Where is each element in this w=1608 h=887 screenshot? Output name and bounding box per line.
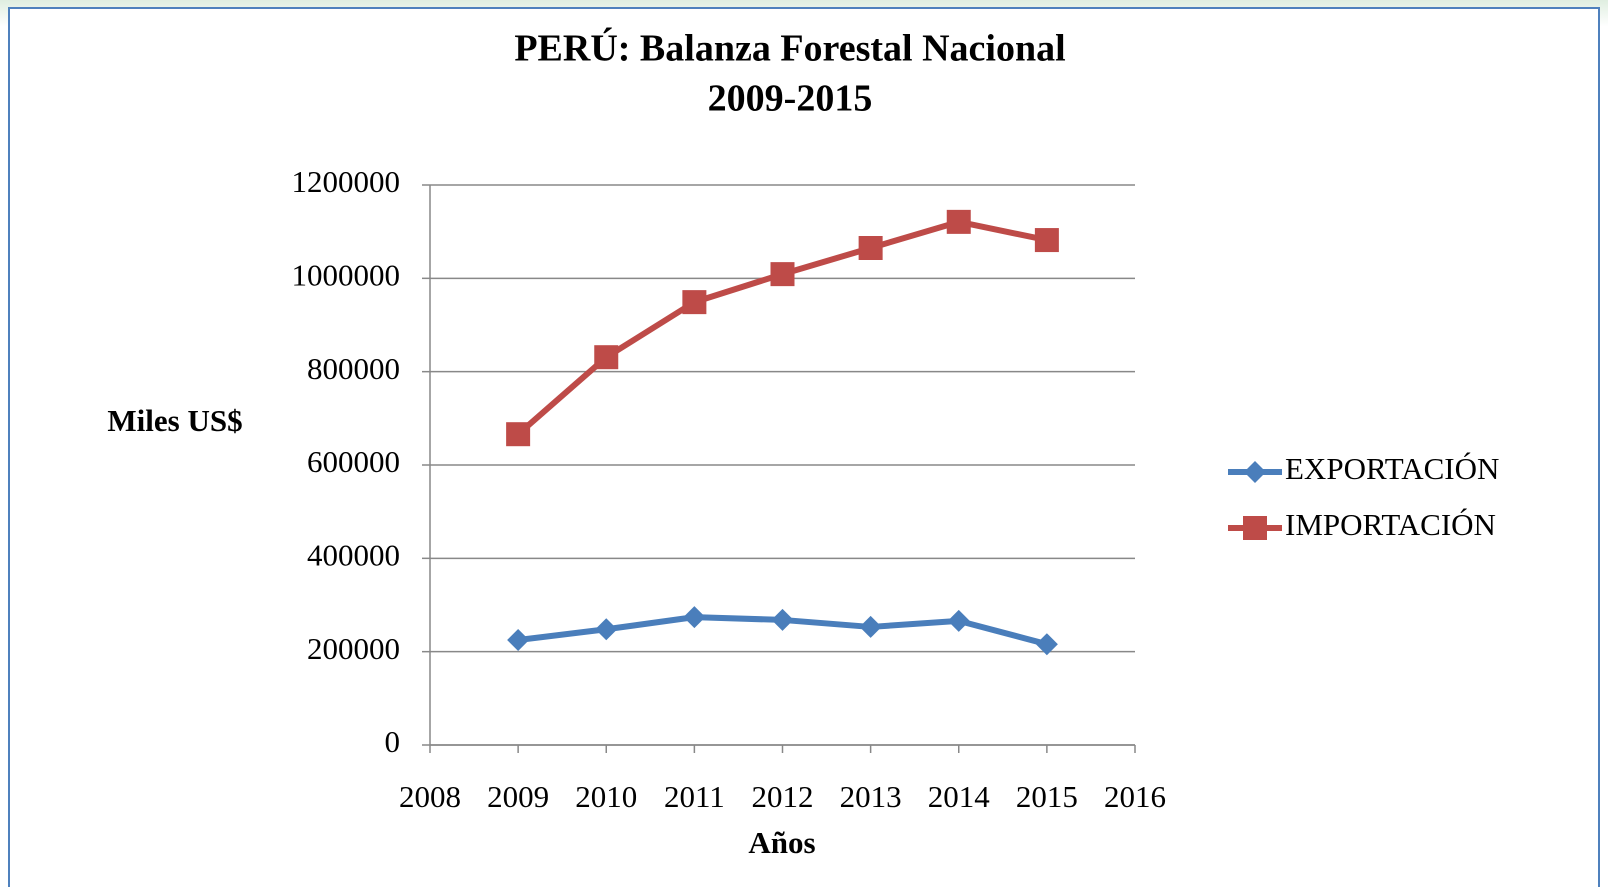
marker <box>1034 228 1059 253</box>
x-tick-label: 2008 <box>399 779 461 814</box>
marker <box>1244 461 1266 483</box>
marker <box>595 618 618 641</box>
marker <box>594 345 619 370</box>
legend-label: IMPORTACIÓN <box>1285 507 1496 542</box>
x-tick-label: 2012 <box>752 779 814 814</box>
marker <box>770 262 795 287</box>
x-tick-label: 2013 <box>840 779 902 814</box>
marker <box>683 606 706 629</box>
marker <box>771 608 794 631</box>
x-axis-label: Años <box>748 825 815 860</box>
legend-label: EXPORTACIÓN <box>1285 451 1499 486</box>
x-tick-label: 2011 <box>664 779 725 814</box>
y-tick-label: 1200000 <box>292 164 401 199</box>
y-tick-label: 600000 <box>307 444 400 479</box>
x-tick-label: 2014 <box>928 779 991 814</box>
x-tick-label: 2009 <box>487 779 549 814</box>
x-tick-label: 2015 <box>1016 779 1078 814</box>
marker <box>507 629 530 651</box>
chart-subtitle: 2009-2015 <box>708 78 873 120</box>
marker <box>947 609 970 632</box>
marker <box>1243 516 1267 540</box>
marker <box>1035 633 1058 656</box>
marker <box>858 236 883 260</box>
y-tick-label: 800000 <box>307 351 400 386</box>
marker <box>682 290 707 315</box>
chart-title: PERÚ: Balanza Forestal Nacional <box>514 28 1065 70</box>
chart-frame <box>8 7 1600 887</box>
x-tick-label: 2010 <box>575 779 637 814</box>
marker <box>946 209 971 234</box>
marker <box>859 615 882 638</box>
marker <box>506 422 531 447</box>
y-tick-label: 0 <box>385 724 401 759</box>
y-tick-label: 200000 <box>307 631 400 666</box>
x-tick-label: 2016 <box>1104 779 1166 814</box>
y-axis-label: Miles US$ <box>107 403 242 438</box>
y-tick-label: 1000000 <box>292 257 401 292</box>
y-tick-label: 400000 <box>307 537 400 572</box>
